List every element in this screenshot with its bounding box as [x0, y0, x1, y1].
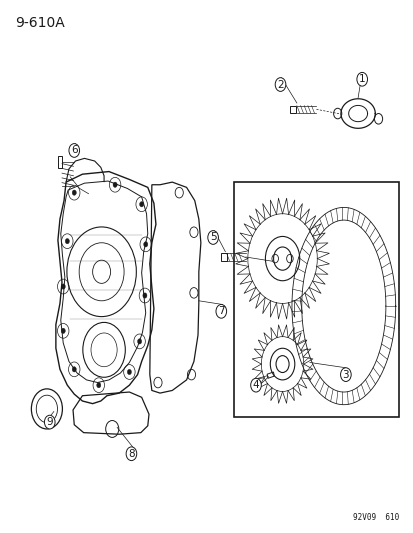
Text: 92V09  610: 92V09 610 [352, 513, 398, 522]
Text: 9: 9 [46, 417, 53, 427]
Circle shape [65, 239, 69, 244]
Circle shape [340, 368, 350, 382]
Bar [266, 372, 274, 378]
Circle shape [97, 383, 100, 388]
Bar [289, 106, 295, 113]
Bar [221, 253, 226, 261]
Circle shape [356, 72, 367, 86]
Text: 1: 1 [358, 74, 365, 84]
Circle shape [72, 367, 76, 372]
Circle shape [142, 293, 147, 298]
Circle shape [127, 369, 131, 375]
Text: 4: 4 [252, 380, 259, 390]
Circle shape [139, 201, 143, 207]
Circle shape [143, 241, 147, 247]
Circle shape [207, 231, 218, 244]
Text: 9-610A: 9-610A [15, 16, 64, 30]
Circle shape [69, 143, 79, 157]
Circle shape [126, 447, 136, 461]
Circle shape [44, 415, 55, 429]
Circle shape [275, 78, 285, 91]
Circle shape [137, 339, 141, 344]
Bar [58, 156, 62, 168]
Circle shape [72, 190, 76, 195]
Text: 6: 6 [71, 146, 77, 156]
Text: 3: 3 [342, 369, 348, 379]
Circle shape [113, 182, 117, 188]
Text: 7: 7 [218, 306, 224, 316]
Circle shape [61, 284, 65, 289]
Text: 2: 2 [277, 79, 283, 90]
Circle shape [216, 304, 226, 318]
Circle shape [250, 378, 261, 392]
Text: 8: 8 [128, 449, 134, 459]
Text: 5: 5 [209, 232, 216, 243]
Circle shape [61, 328, 65, 334]
Bar [233, 182, 398, 417]
